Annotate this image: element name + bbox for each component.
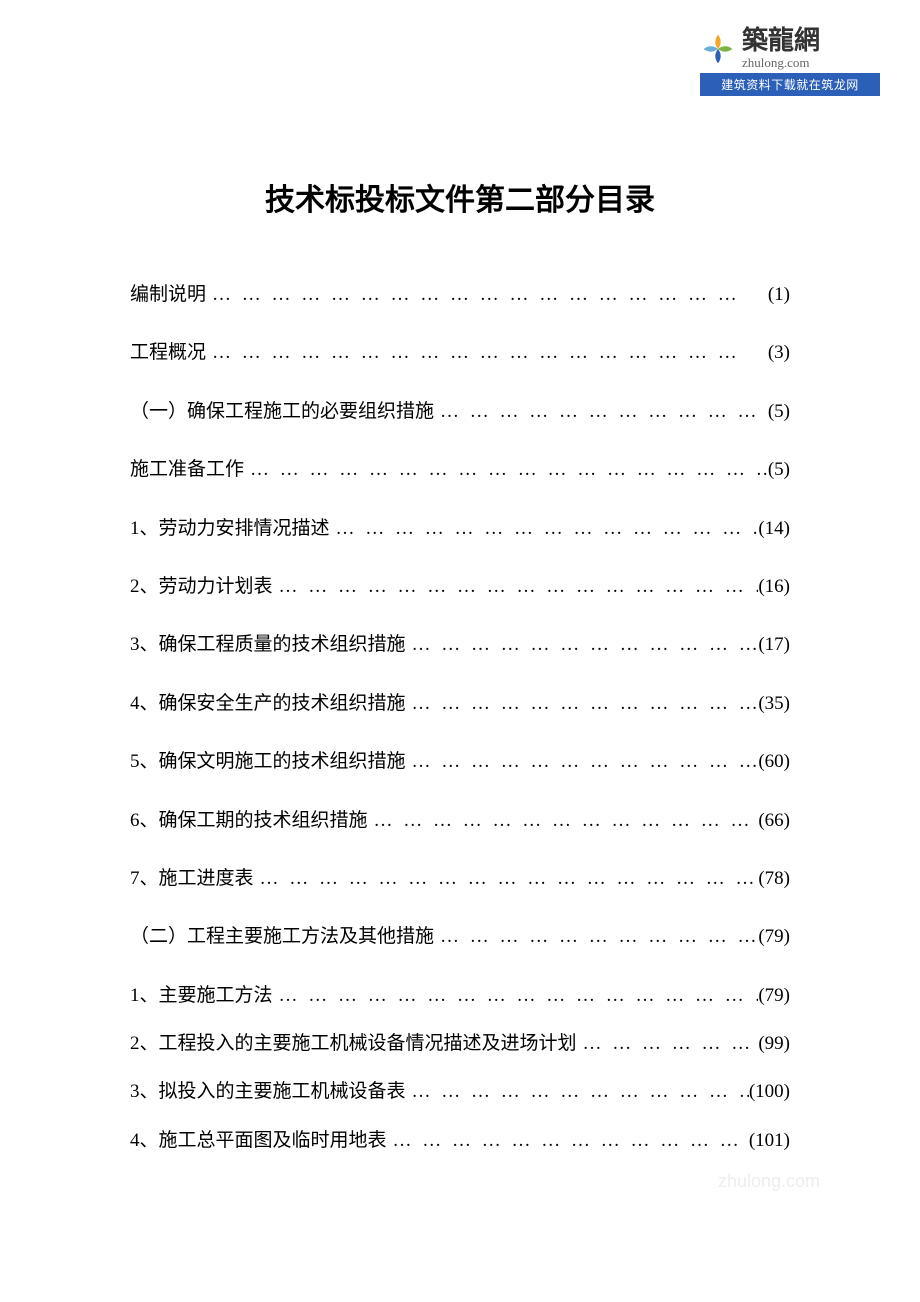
toc-entry: （二）工程主要施工方法及其他措施 … … … … … … … … … … … …… — [130, 922, 790, 952]
toc-page-number: (14) — [758, 514, 790, 544]
toc-entry: 4、施工总平面图及临时用地表 … … … … … … … … … … … … …… — [130, 1126, 790, 1156]
toc-leader-dots: … … … … … … … … … … … … … … … … … … — [434, 922, 758, 952]
logo-brand-cn: 築龍網 — [742, 28, 820, 54]
toc-leader-dots: … … … … … … … … … … … … … … … … … … — [577, 1029, 759, 1059]
toc-leader-dots: … … … … … … … … … … … … … … … … … … — [406, 630, 759, 660]
toc-leader-dots: … … … … … … … … … … … … … … … … … … — [273, 981, 759, 1011]
toc-label: 2、工程投入的主要施工机械设备情况描述及进场计划 — [130, 1029, 577, 1059]
toc-label: 4、施工总平面图及临时用地表 — [130, 1126, 387, 1156]
toc-entry: 工程概况 … … … … … … … … … … … … … … … … … …… — [130, 338, 790, 368]
toc-label: （一）确保工程施工的必要组织措施 — [130, 397, 434, 427]
toc-page-number: (35) — [758, 689, 790, 719]
toc-label: 5、确保文明施工的技术组织措施 — [130, 747, 406, 777]
logo-area: 築龍網 zhulong.com 建筑资料下载就在筑龙网 — [700, 28, 880, 96]
toc-page-number: (60) — [758, 747, 790, 777]
toc-page-number: (5) — [768, 397, 790, 427]
toc-label: 工程概况 — [130, 338, 206, 368]
watermark: zhulong.com — [718, 1171, 820, 1192]
toc-page-number: (1) — [768, 280, 790, 310]
toc-label: 1、劳动力安排情况描述 — [130, 514, 330, 544]
page-title: 技术标投标文件第二部分目录 — [0, 175, 920, 219]
toc-leader-dots: … … … … … … … … … … … … … … … … … … — [406, 747, 759, 777]
toc-page-number: (17) — [758, 630, 790, 660]
toc-entry: 编制说明 … … … … … … … … … … … … … … … … … …… — [130, 280, 790, 310]
toc-leader-dots: … … … … … … … … … … … … … … … … … … — [406, 1077, 749, 1107]
toc-page-number: (79) — [758, 922, 790, 952]
toc-label: 施工准备工作 — [130, 455, 244, 485]
toc-leader-dots: … … … … … … … … … … … … … … … … … … — [368, 806, 759, 836]
toc-entry: 1、劳动力安排情况描述 … … … … … … … … … … … … … … … — [130, 514, 790, 544]
toc-page-number: (99) — [758, 1029, 790, 1059]
toc-page-number: (79) — [758, 981, 790, 1011]
toc-entry: （一）确保工程施工的必要组织措施 … … … … … … … … … … … …… — [130, 397, 790, 427]
toc-label: 4、确保安全生产的技术组织措施 — [130, 689, 406, 719]
toc-leader-dots: … … … … … … … … … … … … … … … … … … — [206, 280, 768, 310]
toc-entry: 2、劳动力计划表 … … … … … … … … … … … … … … … …… — [130, 572, 790, 602]
toc-leader-dots: … … … … … … … … … … … … … … … … … … — [406, 689, 759, 719]
toc-entry: 7、施工进度表 … … … … … … … … … … … … … … … … … — [130, 864, 790, 894]
toc-entry: 1、主要施工方法 … … … … … … … … … … … … … … … …… — [130, 981, 790, 1011]
logo-top: 築龍網 zhulong.com — [700, 28, 880, 69]
leaf-icon — [700, 31, 736, 67]
toc-page-number: (3) — [768, 338, 790, 368]
toc-label: 1、主要施工方法 — [130, 981, 273, 1011]
toc-leader-dots: … … … … … … … … … … … … … … … … … … — [434, 397, 768, 427]
logo-brand-en: zhulong.com — [742, 56, 820, 69]
toc-label: 7、施工进度表 — [130, 864, 254, 894]
logo-text: 築龍網 zhulong.com — [742, 28, 820, 69]
toc-entry: 4、确保安全生产的技术组织措施 … … … … … … … … … … … … … — [130, 689, 790, 719]
toc-leader-dots: … … … … … … … … … … … … … … … … … … — [254, 864, 759, 894]
toc-entry: 3、拟投入的主要施工机械设备表 … … … … … … … … … … … … … — [130, 1077, 790, 1107]
toc-leader-dots: … … … … … … … … … … … … … … … … … … — [273, 572, 759, 602]
toc-leader-dots: … … … … … … … … … … … … … … … … … … — [330, 514, 759, 544]
toc-entry: 3、确保工程质量的技术组织措施 … … … … … … … … … … … … … — [130, 630, 790, 660]
toc-leader-dots: … … … … … … … … … … … … … … … … … … — [387, 1126, 749, 1156]
toc-leader-dots: … … … … … … … … … … … … … … … … … … — [244, 455, 768, 485]
toc-label: 3、确保工程质量的技术组织措施 — [130, 630, 406, 660]
toc-label: （二）工程主要施工方法及其他措施 — [130, 922, 434, 952]
toc-label: 2、劳动力计划表 — [130, 572, 273, 602]
toc-label: 6、确保工期的技术组织措施 — [130, 806, 368, 836]
toc-label: 3、拟投入的主要施工机械设备表 — [130, 1077, 406, 1107]
table-of-contents: 编制说明 … … … … … … … … … … … … … … … … … …… — [130, 280, 790, 1174]
toc-page-number: (5) — [768, 455, 790, 485]
toc-page-number: (101) — [749, 1126, 790, 1156]
toc-entry: 2、工程投入的主要施工机械设备情况描述及进场计划 … … … … … … … …… — [130, 1029, 790, 1059]
toc-entry: 5、确保文明施工的技术组织措施 … … … … … … … … … … … … … — [130, 747, 790, 777]
toc-page-number: (16) — [758, 572, 790, 602]
toc-page-number: (66) — [758, 806, 790, 836]
toc-entry: 6、确保工期的技术组织措施 … … … … … … … … … … … … … … — [130, 806, 790, 836]
toc-page-number: (78) — [758, 864, 790, 894]
toc-leader-dots: … … … … … … … … … … … … … … … … … … — [206, 338, 768, 368]
toc-page-number: (100) — [749, 1077, 790, 1107]
logo-tagline: 建筑资料下载就在筑龙网 — [700, 73, 880, 96]
toc-label: 编制说明 — [130, 280, 206, 310]
toc-entry: 施工准备工作 … … … … … … … … … … … … … … … … …… — [130, 455, 790, 485]
